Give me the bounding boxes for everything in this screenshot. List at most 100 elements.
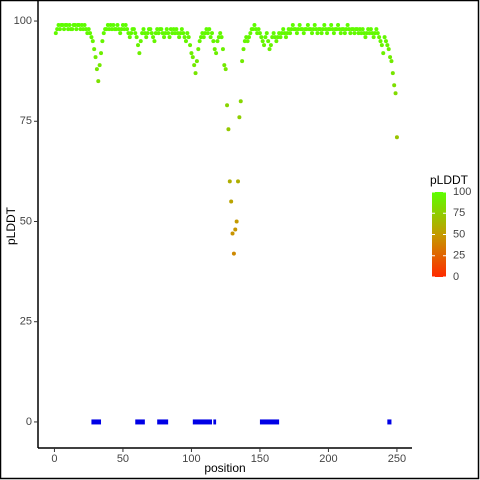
point	[205, 31, 210, 36]
point	[227, 179, 232, 184]
point	[108, 23, 113, 28]
y-tick-label: 25	[20, 316, 32, 328]
point	[189, 51, 194, 56]
point	[277, 31, 282, 36]
point	[100, 39, 105, 44]
point	[104, 27, 109, 32]
point	[83, 27, 88, 32]
point	[301, 31, 306, 36]
segment-bar	[259, 419, 280, 425]
point	[270, 35, 275, 40]
point	[145, 31, 150, 36]
point	[330, 27, 335, 32]
point	[77, 23, 82, 28]
segment-bar	[192, 419, 212, 425]
point	[144, 35, 149, 40]
point	[386, 47, 391, 52]
point	[101, 31, 106, 36]
point	[183, 39, 188, 44]
segment-bar	[213, 419, 217, 425]
point	[133, 31, 138, 36]
point	[238, 99, 243, 104]
point	[207, 27, 212, 32]
point	[348, 31, 353, 36]
point	[257, 31, 262, 36]
point	[281, 27, 286, 32]
point	[193, 71, 198, 76]
segment-bar	[387, 419, 392, 425]
point	[383, 39, 388, 44]
point	[116, 27, 121, 32]
point	[282, 31, 287, 36]
point	[181, 31, 186, 36]
point	[209, 31, 214, 36]
segment-bar	[135, 419, 145, 425]
point	[53, 31, 58, 36]
point	[55, 27, 60, 32]
point	[374, 27, 379, 32]
point	[346, 27, 351, 32]
point	[167, 35, 172, 40]
point	[119, 27, 124, 32]
point	[137, 51, 142, 56]
point	[286, 27, 291, 32]
point	[329, 23, 334, 28]
point	[163, 31, 168, 36]
point	[245, 39, 250, 44]
point	[251, 27, 256, 32]
point	[86, 27, 91, 32]
point	[125, 27, 130, 32]
point	[289, 27, 294, 32]
point	[64, 23, 69, 28]
point	[114, 27, 119, 32]
point	[74, 27, 79, 32]
point	[175, 31, 180, 36]
point	[393, 91, 398, 96]
point	[200, 31, 205, 36]
point	[171, 27, 176, 32]
point	[70, 27, 75, 32]
point	[264, 31, 269, 36]
point	[283, 35, 288, 40]
point	[162, 35, 167, 40]
point	[185, 31, 190, 36]
point	[252, 23, 257, 28]
point	[115, 23, 120, 28]
point	[345, 23, 350, 28]
point	[388, 55, 393, 60]
point	[233, 227, 238, 232]
point	[268, 43, 273, 48]
point	[222, 63, 227, 68]
point	[355, 27, 360, 32]
point	[371, 35, 376, 40]
point	[263, 35, 268, 40]
point	[394, 135, 399, 140]
point	[382, 35, 387, 40]
point	[192, 63, 197, 68]
point	[271, 31, 276, 36]
point	[364, 31, 369, 36]
point	[140, 31, 145, 36]
point	[300, 27, 305, 32]
point	[389, 59, 394, 64]
legend-title: pLDDT	[430, 173, 469, 187]
point	[285, 31, 290, 36]
point	[379, 43, 384, 48]
point	[142, 31, 147, 36]
point	[315, 31, 320, 36]
point	[67, 23, 72, 28]
point	[122, 27, 127, 32]
point	[92, 47, 97, 52]
point	[177, 35, 182, 40]
point	[129, 31, 134, 36]
x-tick-label: 0	[51, 453, 57, 465]
point	[341, 27, 346, 32]
point	[325, 31, 330, 36]
point	[256, 27, 261, 32]
point	[363, 35, 368, 40]
point	[381, 51, 386, 56]
point	[267, 47, 272, 52]
point	[178, 31, 183, 36]
point	[88, 31, 93, 36]
point	[127, 35, 132, 40]
